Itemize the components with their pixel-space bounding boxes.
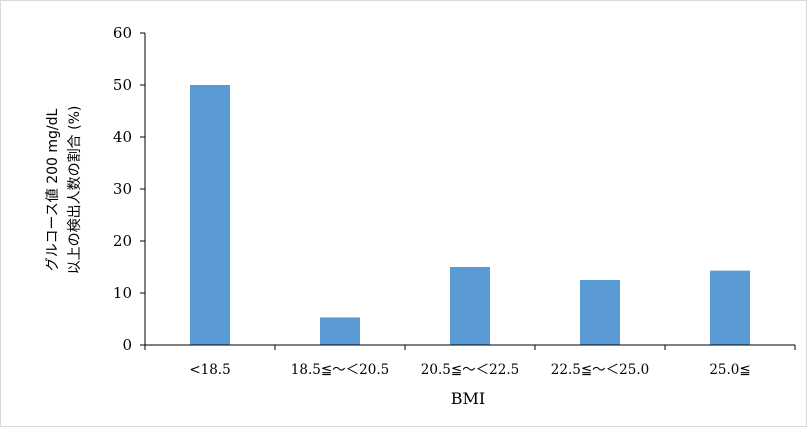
y-axis: 0 10 20 30 40 50 60 — [113, 24, 146, 354]
x-axis: <18.5 18.5≦～＜20.5 20.5≦～＜22.5 22.5≦～＜25.0 25… — [144, 344, 796, 378]
y-axis-title: グルコース値 200 mg/dL 以上の検出人数の割合 (%) — [45, 106, 83, 275]
bar — [450, 267, 490, 345]
bar — [320, 317, 360, 345]
bar — [190, 85, 230, 345]
y-axis-title-line-1: グルコース値 200 mg/dL — [45, 109, 61, 272]
x-category-label: 22.5≦～＜25.0 — [551, 362, 649, 378]
y-tick-label: 30 — [113, 180, 132, 198]
x-category-label: 20.5≦～＜22.5 — [421, 362, 519, 378]
x-category-label: 25.0≦ — [709, 362, 750, 378]
bar — [710, 270, 750, 345]
y-tick-label: 50 — [113, 76, 132, 94]
y-tick-label: 0 — [122, 336, 132, 354]
x-category-label: <18.5 — [189, 362, 230, 378]
bars — [190, 85, 750, 345]
bar — [580, 280, 620, 345]
y-tick-label: 20 — [113, 232, 132, 250]
y-tick-label: 10 — [113, 284, 132, 302]
x-category-label: 18.5≦～＜20.5 — [291, 362, 389, 378]
y-axis-title-line-2: 以上の検出人数の割合 (%) — [66, 106, 83, 275]
y-tick-label: 40 — [113, 128, 132, 146]
y-tick-label: 60 — [113, 24, 132, 42]
x-axis-title: BMI — [451, 389, 485, 408]
